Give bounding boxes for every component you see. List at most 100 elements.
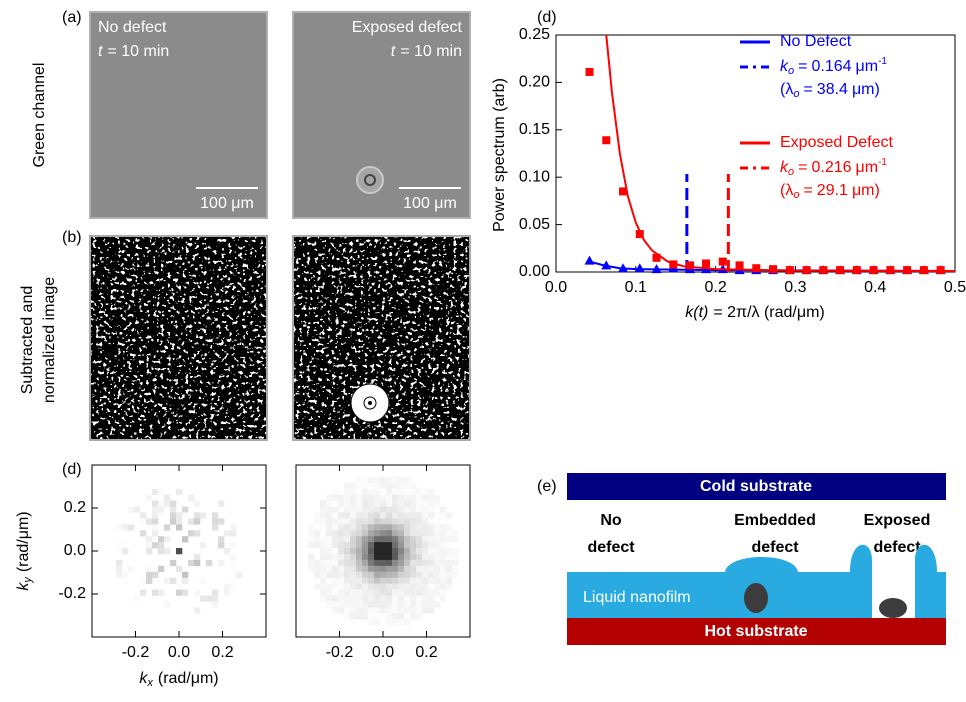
point (869, 266, 878, 275)
fft-pixel (338, 583, 345, 590)
fft-pixel (392, 565, 399, 573)
fft-pixel (434, 500, 441, 507)
fft-pixel (308, 530, 315, 537)
fft-pixel (356, 482, 363, 490)
fft-pixel (392, 506, 399, 513)
fft-pixel (332, 536, 339, 543)
fft-pixel (134, 506, 141, 513)
fft-pixel (446, 553, 453, 561)
legend-k-part: μm (856, 159, 879, 176)
fft-pixel (212, 601, 219, 608)
fft-pixel (404, 565, 411, 573)
fft-pixel (344, 536, 351, 543)
fft-pixel (212, 595, 219, 602)
fft-pixel (374, 512, 381, 519)
fft-pixel (380, 524, 387, 531)
fft-pixel (368, 589, 375, 596)
fft-pixel (428, 601, 435, 608)
fft-pixel (218, 559, 225, 567)
legend-k: ko = 0.164 μm-1 (780, 56, 887, 77)
fft-pixel (380, 518, 387, 525)
fft-pixel (152, 530, 159, 537)
fft-pixel (416, 571, 423, 578)
fft-pixel (212, 589, 219, 596)
fft-pixel (434, 494, 441, 501)
fft-pixel (434, 601, 441, 608)
x-tick-label: 0.0 (372, 644, 394, 661)
legend-lambda: (λo = 38.4 μm) (780, 81, 880, 100)
plot-frame (555, 34, 956, 273)
fft-pixel (314, 518, 321, 525)
fft-pixel (314, 524, 321, 531)
fft-pixel (386, 512, 393, 519)
fft-pixel (362, 530, 369, 537)
panel-label: (d) (62, 461, 82, 478)
column-label: defect (751, 539, 799, 556)
x-tick-label: 0.2 (415, 644, 437, 661)
fft-pixel (170, 512, 177, 519)
fft-pixel (398, 518, 405, 525)
x-tick-label: 0.2 (704, 279, 726, 296)
fft-pixel (410, 613, 417, 620)
image-time: t = 10 min (391, 43, 462, 60)
fft-pixel (410, 518, 417, 525)
fft-pixel (164, 548, 171, 555)
fft-pixel (344, 595, 351, 602)
fft-pixel (134, 589, 141, 596)
fft-pixel (416, 577, 423, 584)
spectrum-chart: (d) 0.0 0.1 0.2 0.3 0.4 0.5 0.00 0.05 0.10 0.15 0.2… (491, 9, 966, 321)
fft-pixel (374, 595, 381, 602)
fft-pixel (320, 565, 327, 573)
fft-pixel (440, 577, 447, 584)
fft-pixel (338, 518, 345, 525)
fft-pixel (350, 613, 357, 620)
fft-pixel (332, 542, 339, 549)
point (903, 266, 912, 275)
fft-pixel (428, 607, 435, 614)
fft-pixel (230, 553, 237, 561)
fft-pixel (422, 512, 429, 519)
fft-pixel (146, 542, 153, 549)
fft-pixel (422, 553, 429, 561)
fft-pixel (350, 500, 357, 507)
fft-pixel (416, 482, 423, 490)
fft-pixel (350, 536, 357, 543)
fft-pixel (386, 500, 393, 507)
embedded-particle (744, 583, 768, 613)
fft-pixel (362, 548, 369, 555)
fft-pixel (356, 553, 363, 561)
fft-pixel (368, 500, 375, 507)
fft-pixel (344, 488, 351, 495)
fft-pixel (314, 512, 321, 519)
fft-pixel (368, 482, 375, 490)
fft-pixel (356, 518, 363, 525)
fft-pixel (410, 506, 417, 513)
fft-pixel (194, 518, 201, 525)
schematic: (e) Cold substrate No defect Embedded defect E… (537, 473, 946, 645)
fft-pixel (410, 589, 417, 596)
fft-pixel (380, 542, 387, 549)
image-caption: Exposed defect (352, 19, 463, 36)
fft-pixel (326, 583, 333, 590)
point (886, 266, 895, 275)
fft-pixel (152, 488, 159, 495)
fft-pixel (410, 482, 417, 490)
exposed-particle (879, 598, 907, 618)
fft-pixel (368, 577, 375, 584)
fft-pixel (398, 500, 405, 507)
fft-pixel (404, 488, 411, 495)
fft-pixel (392, 542, 399, 549)
fft-pixel (422, 488, 429, 495)
fft-pixel (326, 589, 333, 596)
fft-pixel (170, 577, 177, 584)
fft-pixel (344, 559, 351, 567)
fft-pixel (344, 506, 351, 513)
fft-pixel (140, 518, 147, 525)
fft-pixel (320, 595, 327, 602)
fft-pixel (428, 524, 435, 531)
fft-pixel (410, 542, 417, 549)
fft-pixel (344, 565, 351, 573)
fft-pixel (380, 530, 387, 537)
fft-pixel (386, 595, 393, 602)
fft-pixel (368, 476, 375, 484)
